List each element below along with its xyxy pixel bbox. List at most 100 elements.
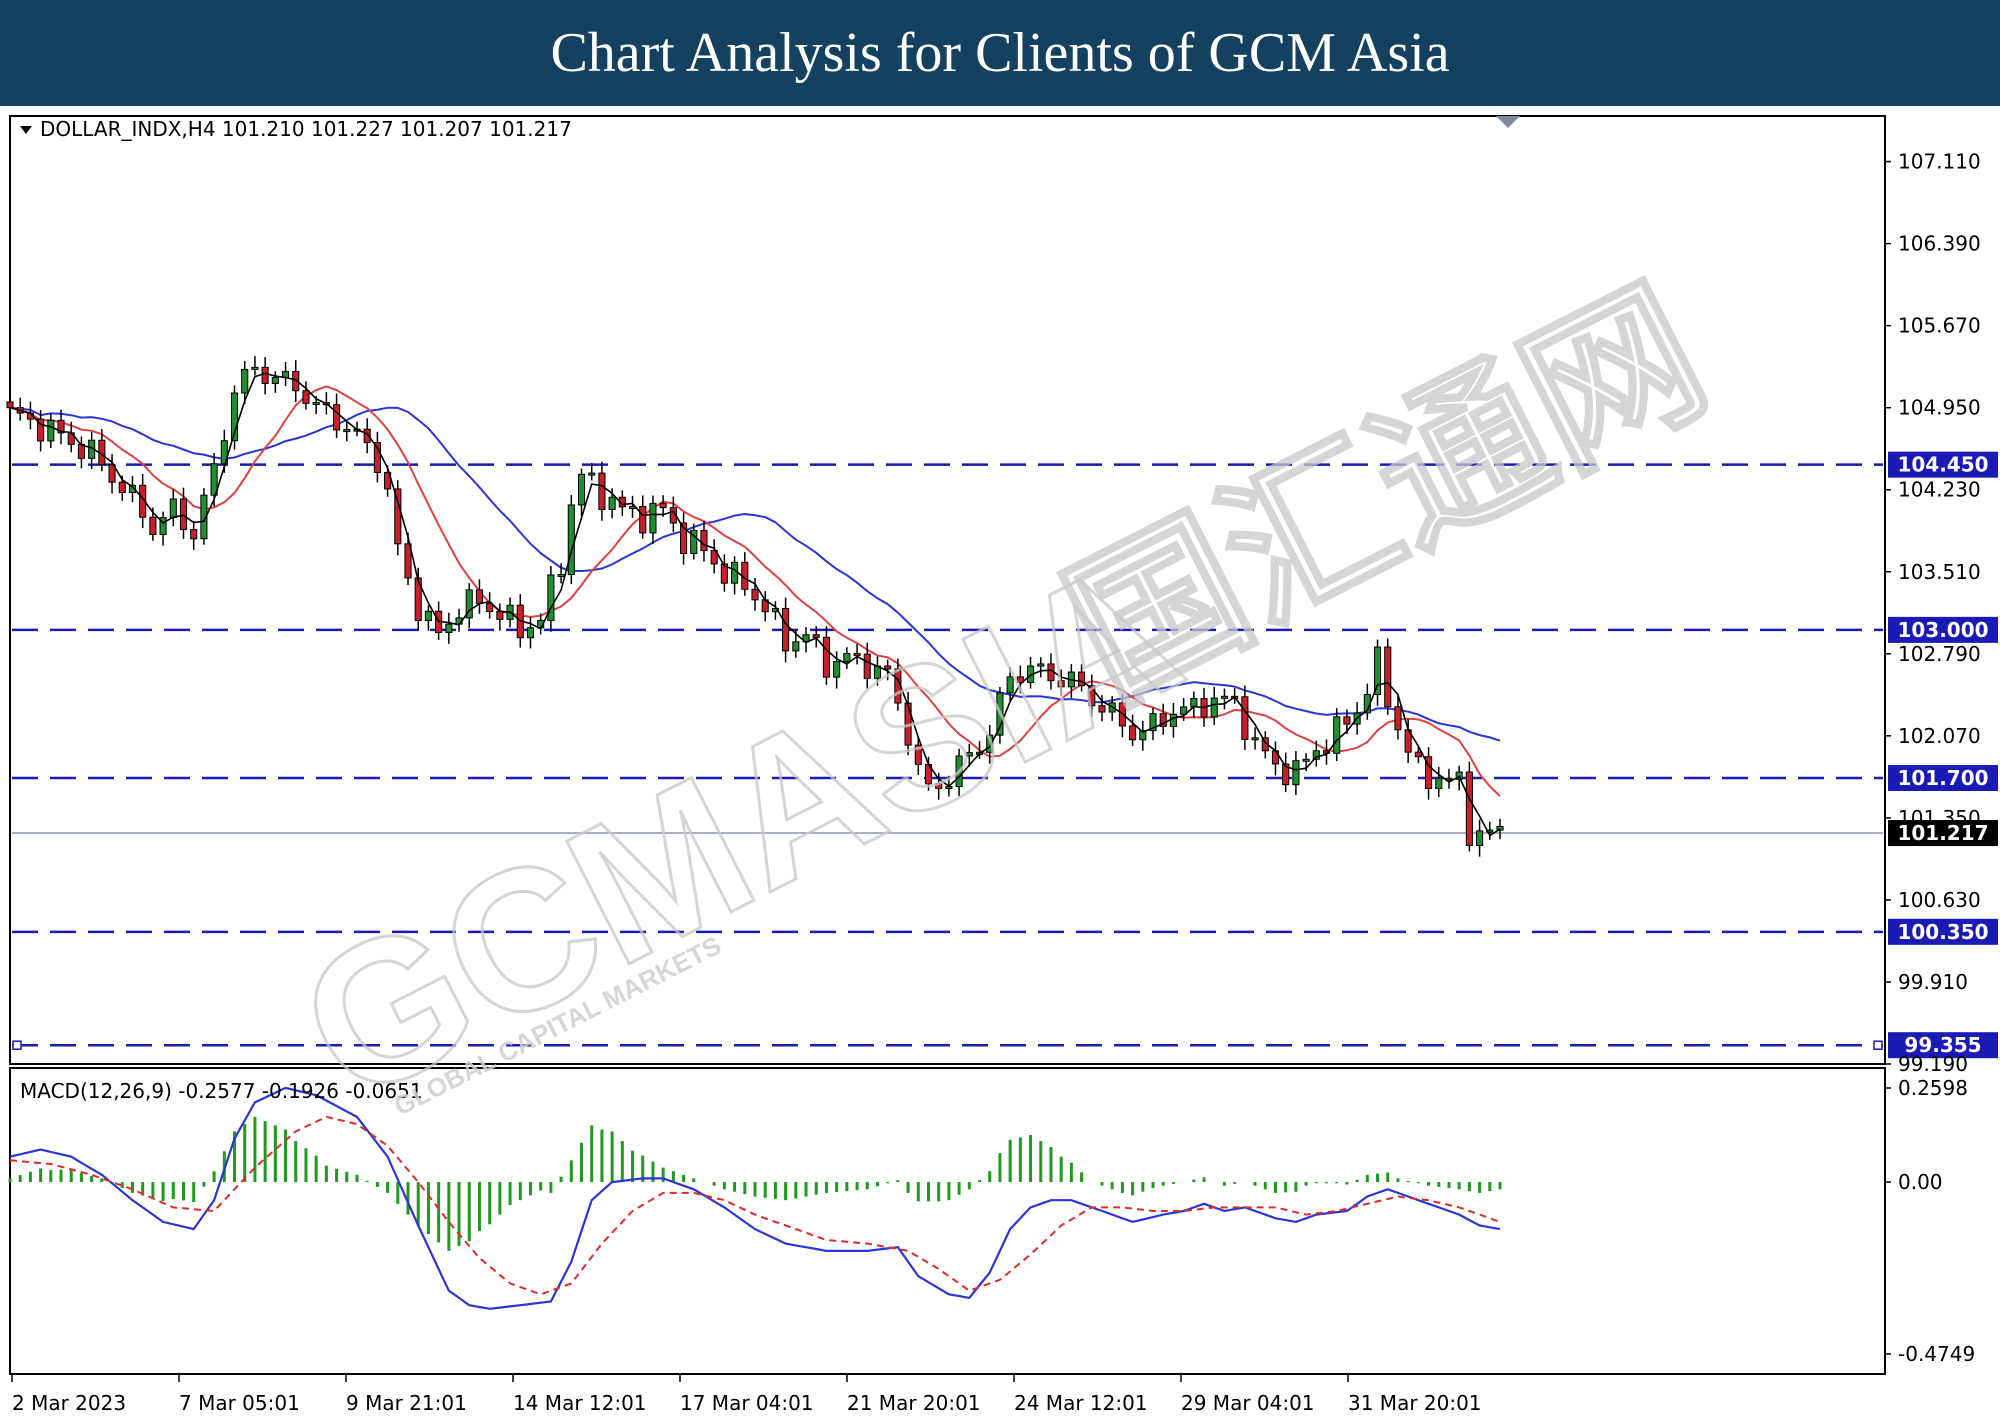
candle: [1394, 695, 1402, 740]
candle-body: [486, 602, 494, 613]
candle-body: [1292, 760, 1300, 786]
candle: [914, 736, 922, 776]
candle-body: [190, 529, 198, 540]
candle: [1425, 747, 1433, 800]
candle-body: [1220, 695, 1229, 699]
candle-body: [1435, 777, 1443, 789]
candle-body: [1465, 771, 1473, 846]
candle-body: [1078, 671, 1086, 687]
level-label: 103.000: [1897, 618, 1988, 642]
candle-body: [884, 665, 892, 670]
level-label: 104.450: [1897, 453, 1988, 477]
candle-body: [1037, 663, 1045, 667]
candle: [1414, 745, 1422, 764]
price-tick-label: 100.630: [1898, 888, 1981, 912]
candle: [1210, 687, 1218, 726]
candle-body: [588, 472, 596, 476]
candle: [771, 601, 779, 620]
dropdown-arrow-icon[interactable]: [20, 126, 32, 134]
candle: [394, 480, 402, 556]
price-panel-frame: [9, 115, 1886, 1065]
candle: [1384, 638, 1392, 715]
candle-body: [863, 653, 871, 679]
candle-body: [547, 574, 555, 621]
candle: [373, 431, 381, 483]
candle: [996, 686, 1004, 744]
candle: [179, 487, 188, 539]
candle-body: [914, 744, 922, 765]
candle: [680, 512, 688, 565]
price-tick-label: 99.910: [1898, 970, 1968, 994]
candle: [1435, 766, 1443, 798]
candle-body: [986, 734, 994, 753]
candle: [782, 597, 790, 663]
current-price-label: 101.217: [1897, 821, 1988, 845]
candle-body: [404, 543, 412, 579]
candle: [230, 385, 239, 450]
candle-body: [230, 392, 239, 442]
candle: [884, 659, 892, 681]
candle: [904, 691, 912, 756]
price-axis: 104.450 103.000 101.700 100.350 99.355 107.11…: [1885, 150, 1998, 1366]
candle-body: [333, 404, 341, 431]
candle-body: [169, 498, 177, 519]
price-tick-label: 107.110: [1898, 150, 1981, 174]
candle: [190, 520, 198, 550]
candle-body: [312, 401, 320, 405]
candle-body: [200, 494, 208, 540]
price-tick-label: 104.950: [1898, 396, 1981, 420]
candle: [47, 413, 55, 449]
candle-body: [302, 390, 310, 404]
level-label: 100.350: [1897, 920, 1988, 944]
candle-body: [1455, 771, 1463, 780]
candle: [526, 617, 535, 649]
candle: [863, 642, 871, 689]
candle-body: [108, 464, 116, 483]
price-panel[interactable]: DOLLAR_INDX,H4 101.210 101.227 101.207 1…: [6, 115, 1886, 1065]
candle: [720, 554, 728, 592]
candle-body: [700, 529, 708, 552]
candle-body: [577, 473, 586, 506]
candle: [363, 418, 371, 454]
candle-body: [1088, 685, 1096, 707]
candle: [1241, 685, 1249, 750]
candle: [1292, 750, 1300, 795]
time-tick-label: 24 Mar 12:01: [1014, 1391, 1148, 1415]
current-price-badge: [1888, 820, 1998, 847]
candle-body: [251, 366, 259, 370]
candle-body: [1016, 676, 1024, 683]
candle-body: [292, 371, 300, 392]
candle: [1098, 695, 1106, 722]
candle-body: [680, 522, 688, 554]
candle-body: [1414, 751, 1422, 758]
candle-body: [57, 419, 65, 434]
candle-body: [343, 429, 351, 433]
candle: [547, 565, 555, 632]
line-anchor-right: [1873, 1040, 1883, 1050]
candle: [251, 356, 259, 376]
candle: [833, 651, 841, 689]
macd-panel[interactable]: MACD(12,26,9) -0.2577 -0.1926 -0.0651: [8, 1067, 1886, 1375]
level-label-badge: 100.350: [1888, 918, 1998, 945]
macd-signal-line: [9, 1115, 1501, 1296]
chart-shift-marker[interactable]: [1496, 116, 1520, 128]
candle: [424, 605, 432, 631]
candle: [822, 626, 830, 685]
candle-body: [6, 401, 14, 409]
price-tick-label: 102.070: [1898, 724, 1981, 748]
candle-body: [465, 589, 473, 619]
candle-body: [179, 498, 188, 531]
candle-body: [1210, 697, 1218, 718]
level-label-badge: 101.700: [1888, 765, 1998, 792]
candle-body: [363, 428, 371, 444]
chart-area[interactable]: DOLLAR_INDX,H4 101.210 101.227 101.207 1…: [0, 106, 2000, 1428]
candle: [710, 539, 718, 574]
candle-body: [1251, 737, 1259, 741]
level-label-bg: [1888, 616, 1998, 643]
candle: [128, 476, 137, 503]
level-label: 101.700: [1897, 766, 1988, 790]
time-tick-label: 31 Mar 20:01: [1348, 1391, 1482, 1415]
candle: [700, 521, 708, 562]
ma-fast-line: [9, 372, 1501, 837]
candle-body: [1394, 706, 1402, 731]
